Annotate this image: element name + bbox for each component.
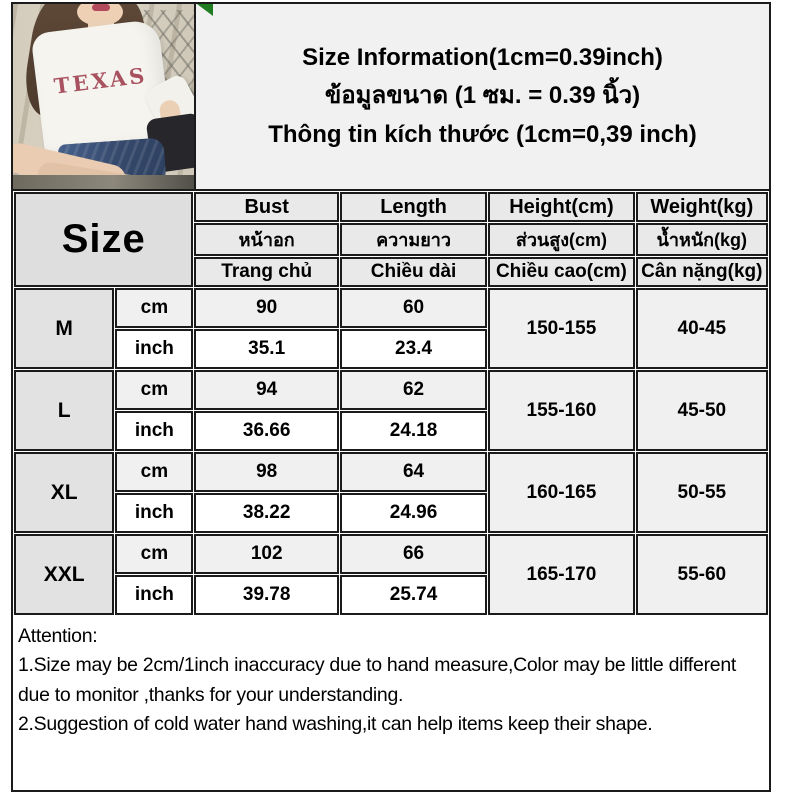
table-row-xl-cm: XL cm 98 64 160-165 50-55	[14, 452, 768, 533]
col-header-weight-en: Weight(kg)	[635, 192, 768, 222]
cell-m-bust-inch: 35.1	[194, 329, 339, 369]
cell-xxl-weight: 55-60	[635, 534, 768, 615]
cell-l-weight: 45-50	[635, 370, 768, 451]
col-header-bust-th: หน้าอก	[194, 223, 339, 256]
header-row-english: Size Bust Length Height(cm) Weight(kg)	[14, 192, 768, 287]
table-row-l-inch: inch 36.66 24.18	[14, 411, 768, 451]
product-photo: TEXAS	[13, 4, 196, 189]
col-header-bust-en: Bust	[194, 192, 339, 222]
attention-note-1: 1.Size may be 2cm/1inch inaccuracy due t…	[18, 654, 736, 706]
table-row-xl-inch: inch 38.22 24.96	[14, 493, 768, 533]
cell-l-bust-inch: 36.66	[194, 411, 339, 451]
green-corner-marker-icon	[197, 4, 213, 16]
unit-cell-cm: cm	[115, 370, 194, 410]
size-label-xxl: XXL	[14, 534, 115, 615]
cell-xl-weight: 50-55	[635, 452, 768, 533]
table-row-xxl-cm: XXL cm 102 66 165-170 55-60	[14, 534, 768, 615]
cell-m-length-inch: 23.4	[339, 329, 488, 369]
attention-heading: Attention:	[18, 625, 98, 647]
cell-xl-length-inch: 24.96	[339, 493, 488, 533]
unit-cell-inch: inch	[115, 493, 194, 533]
cell-xxl-height: 165-170	[488, 534, 635, 615]
cell-xl-height: 160-165	[488, 452, 635, 533]
col-header-weight-th: น้ำหนัก(kg)	[635, 223, 768, 256]
size-label-m: M	[14, 288, 115, 369]
table-row-xxl-inch: inch 39.78 25.74	[14, 575, 768, 615]
cell-m-weight: 40-45	[635, 288, 768, 369]
attention-note-2: 2.Suggestion of cold water hand washing,…	[18, 712, 653, 735]
title-line-english: Size Information(1cm=0.39inch)	[302, 43, 663, 71]
col-header-length-en: Length	[339, 192, 488, 222]
col-header-length-th: ความยาว	[339, 223, 488, 256]
col-header-height-th: ส่วนสูง(cm)	[488, 223, 635, 256]
title-line-thai: ข้อมูลขนาด (1 ซม. = 0.39 นิ้ว)	[324, 82, 641, 110]
cell-l-height: 155-160	[488, 370, 635, 451]
floor-strip	[13, 175, 194, 189]
size-table: Size Bust Length Height(cm) Weight(kg) ห…	[13, 191, 769, 616]
cell-xxl-bust-cm: 102	[194, 534, 339, 574]
cell-xxl-length-cm: 66	[339, 534, 488, 574]
col-header-height-vi: Chiều cao(cm)	[488, 257, 635, 287]
table-row-m-cm: M cm 90 60 150-155 40-45	[14, 288, 768, 369]
cell-l-bust-cm: 94	[194, 370, 339, 410]
title-panel: Size Information(1cm=0.39inch) ข้อมูลขนา…	[196, 4, 769, 189]
cell-l-length-cm: 62	[339, 370, 488, 410]
size-chart-sheet: TEXAS Size Information(1cm=0.39inch) ข้อ…	[11, 2, 771, 792]
col-header-height-en: Height(cm)	[488, 192, 635, 222]
table-row-m-inch: inch 35.1 23.4	[14, 329, 768, 369]
cell-xl-bust-cm: 98	[194, 452, 339, 492]
unit-cell-cm: cm	[115, 534, 194, 574]
attention-section: Attention: 1.Size may be 2cm/1inch inacc…	[13, 616, 769, 790]
size-header-cell: Size	[14, 192, 194, 287]
cell-xl-length-cm: 64	[339, 452, 488, 492]
model-lips	[92, 4, 110, 11]
cell-m-bust-cm: 90	[194, 288, 339, 328]
cell-xxl-length-inch: 25.74	[339, 575, 488, 615]
top-section: TEXAS Size Information(1cm=0.39inch) ข้อ…	[13, 4, 769, 191]
cell-xl-bust-inch: 38.22	[194, 493, 339, 533]
unit-cell-inch: inch	[115, 575, 194, 615]
unit-cell-cm: cm	[115, 288, 194, 328]
header-row-thai: หน้าอก ความยาว ส่วนสูง(cm) น้ำหนัก(kg)	[14, 223, 768, 256]
header-row-vietnamese: Trang chủ Chiều dài Chiều cao(cm) Cân nặ…	[14, 257, 768, 287]
cell-xxl-bust-inch: 39.78	[194, 575, 339, 615]
unit-cell-inch: inch	[115, 411, 194, 451]
col-header-bust-vi: Trang chủ	[194, 257, 339, 287]
col-header-weight-vi: Cân nặng(kg)	[635, 257, 768, 287]
unit-cell-cm: cm	[115, 452, 194, 492]
size-label-l: L	[14, 370, 115, 451]
cell-m-length-cm: 60	[339, 288, 488, 328]
cell-m-height: 150-155	[488, 288, 635, 369]
unit-cell-inch: inch	[115, 329, 194, 369]
title-line-vietnamese: Thông tin kích thước (1cm=0,39 inch)	[268, 120, 697, 148]
col-header-length-vi: Chiều dài	[339, 257, 488, 287]
table-row-l-cm: L cm 94 62 155-160 45-50	[14, 370, 768, 451]
cell-l-length-inch: 24.18	[339, 411, 488, 451]
size-label-xl: XL	[14, 452, 115, 533]
